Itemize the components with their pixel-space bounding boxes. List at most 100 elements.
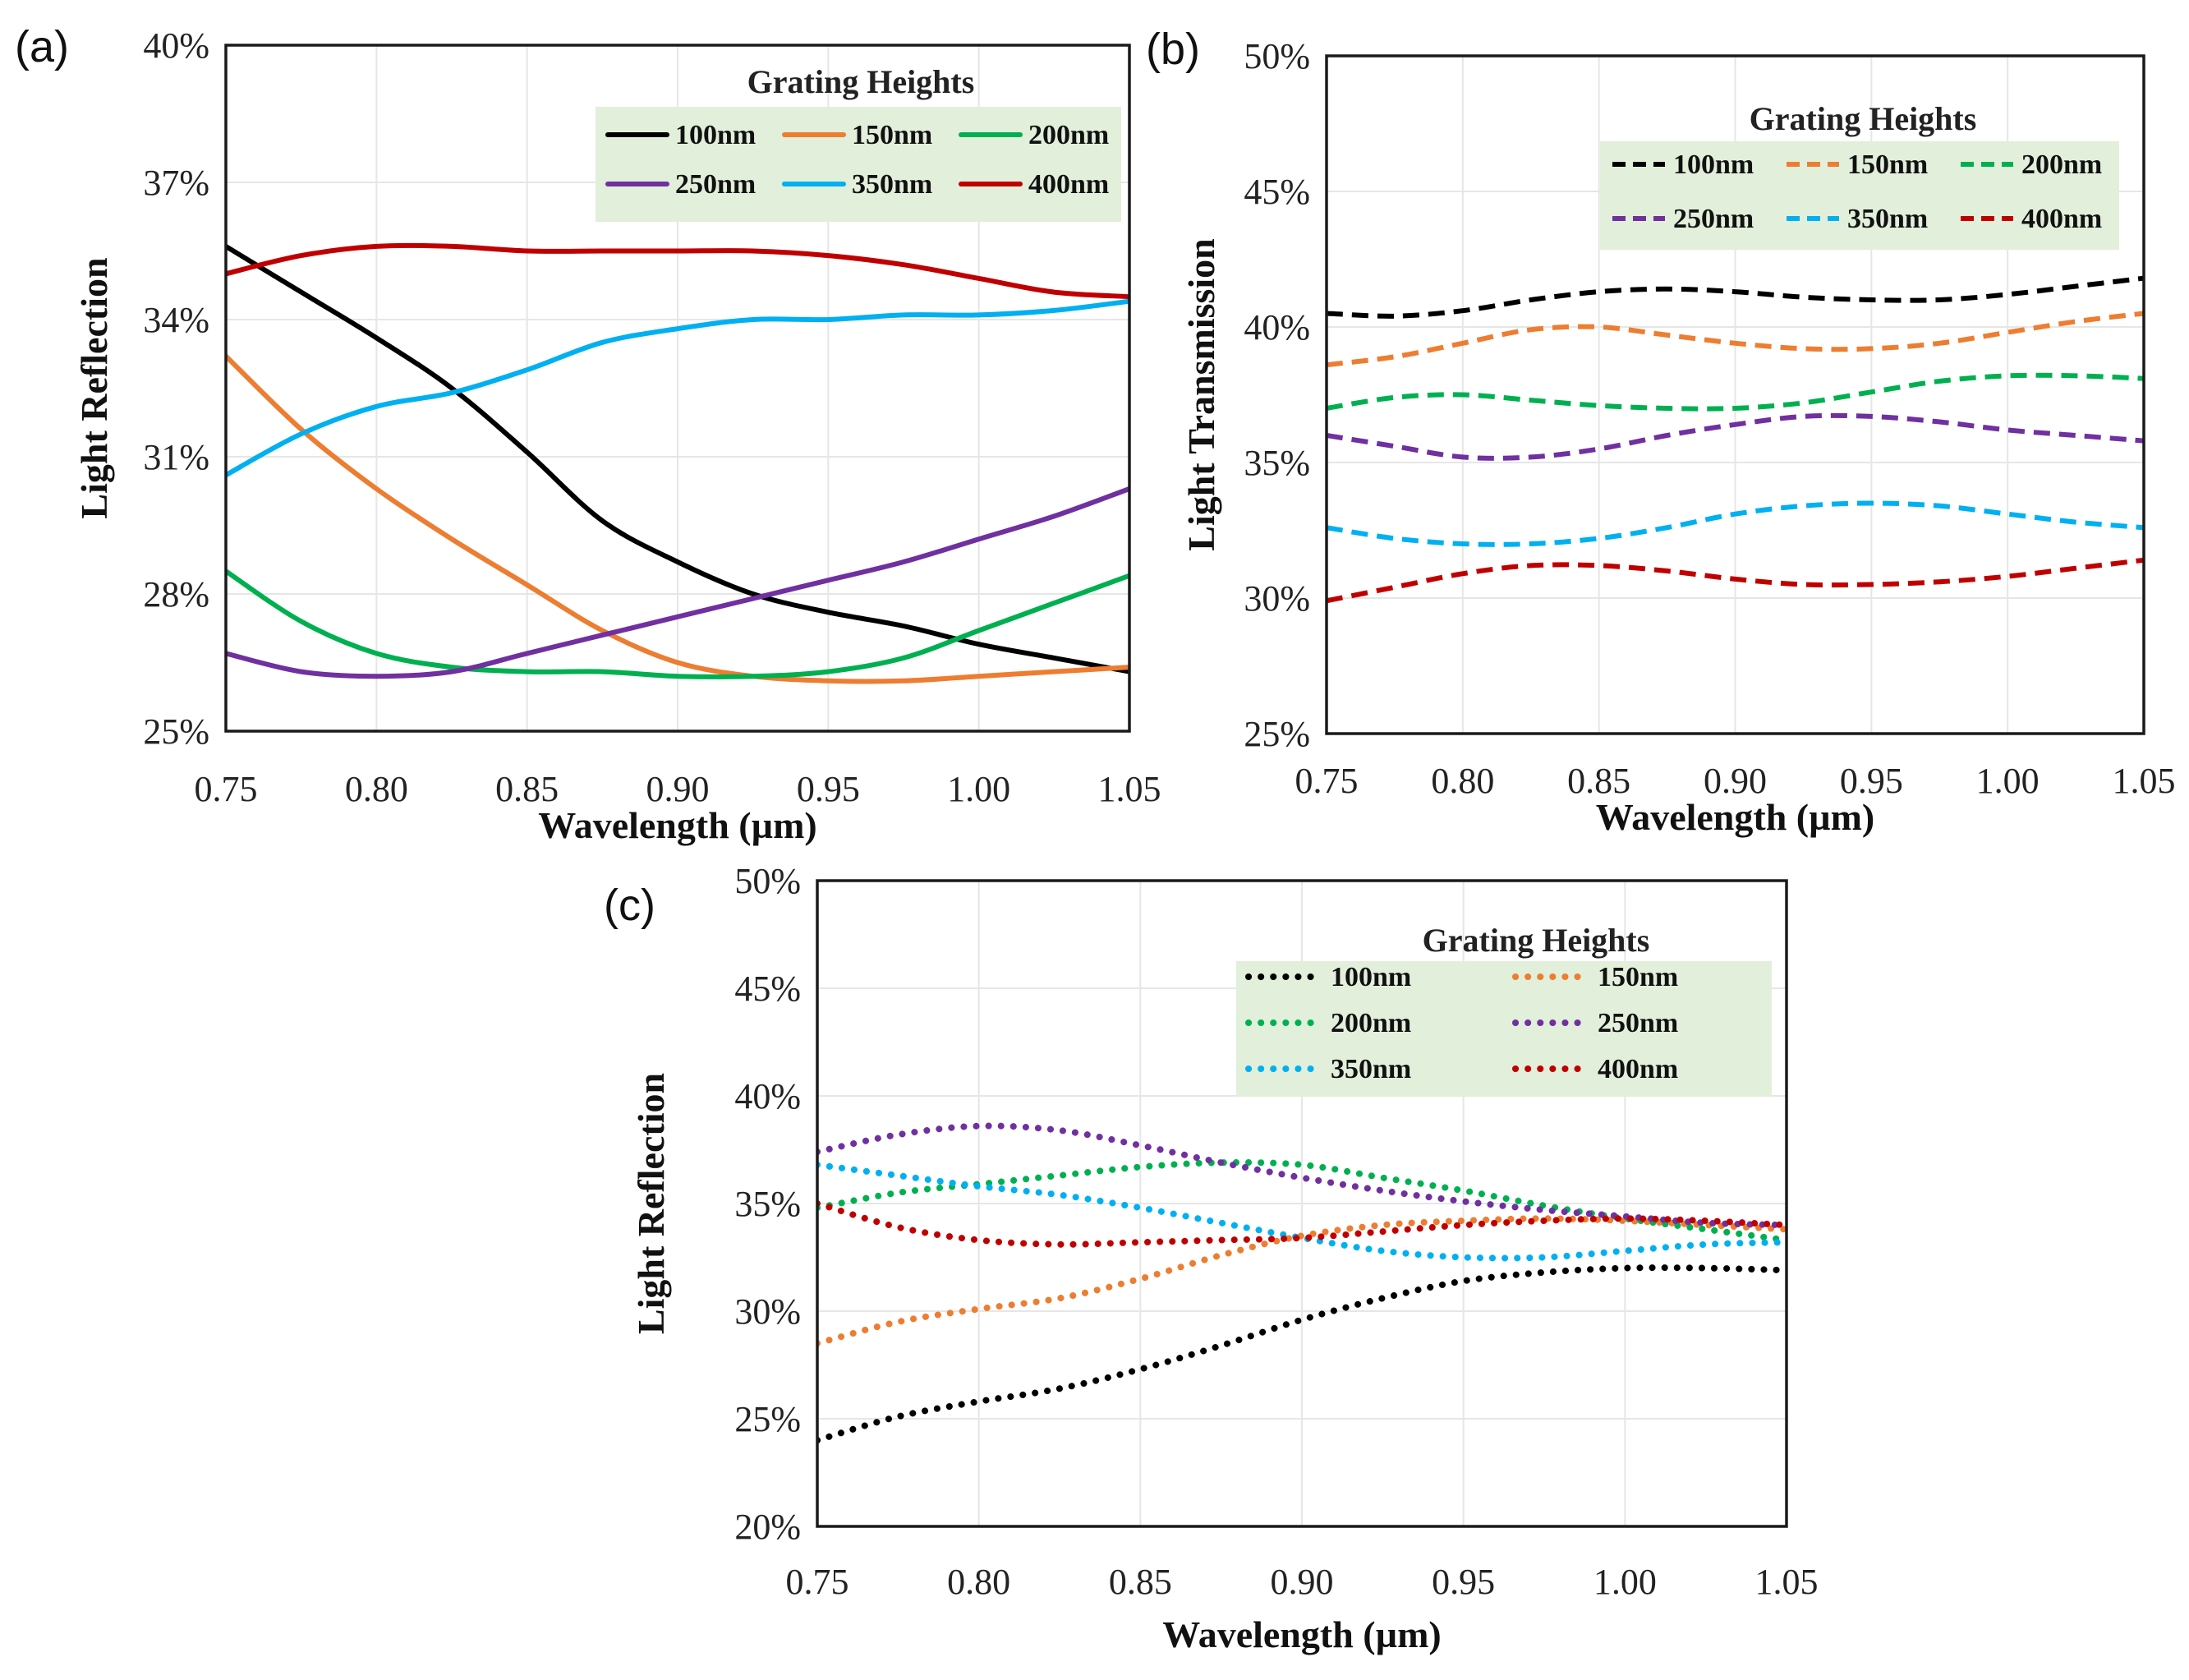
x-tick-label: 0.90	[646, 769, 710, 809]
legend-entry-150nm: 150nm	[852, 120, 932, 150]
x-axis-title: Wavelength (µm)	[538, 804, 817, 846]
panel-label: (b)	[1146, 25, 1200, 74]
series-line-400nm	[226, 242, 1129, 300]
series-line-350nm	[817, 1161, 1787, 1262]
plot-frame	[816, 879, 1788, 1528]
y-tick-label: 45%	[1244, 172, 1310, 212]
legend-entry-150nm: 150nm	[1598, 962, 1678, 992]
y-tick-label: 35%	[1244, 443, 1310, 483]
series-line-150nm	[226, 353, 1129, 684]
x-axis-title: Wavelength (µm)	[1596, 796, 1875, 838]
y-tick-label: 25%	[143, 711, 209, 752]
series-line-250nm	[817, 1122, 1787, 1229]
y-tick-label: 30%	[1244, 578, 1310, 619]
series-line-100nm	[1327, 275, 2144, 319]
y-tick-label: 40%	[734, 1076, 801, 1116]
series-line-150nm	[817, 1215, 1787, 1347]
legend-entry-400nm: 400nm	[1598, 1054, 1678, 1084]
x-tick-label: 1.00	[1593, 1562, 1657, 1602]
series-line-200nm	[1327, 372, 2144, 412]
x-tick-label: 0.85	[495, 769, 559, 809]
series-line-350nm	[1327, 500, 2144, 547]
legend: Grating Heights 100nm 150nm 200nm 250nm 350nm…	[1600, 100, 2119, 250]
x-tick-label: 0.80	[345, 769, 408, 809]
legend-background	[596, 107, 1121, 222]
series-group	[1327, 275, 2144, 604]
legend-entry-200nm: 200nm	[1331, 1008, 1411, 1038]
legend-title: Grating Heights	[1423, 922, 1650, 959]
y-tick-label: 37%	[143, 163, 209, 203]
x-tick-label: 0.80	[1431, 761, 1494, 801]
x-tick-label: 0.75	[1295, 761, 1359, 801]
series-line-400nm	[1327, 557, 2144, 604]
legend-entry-200nm: 200nm	[1028, 120, 1109, 150]
x-tick-label: 1.05	[1755, 1562, 1819, 1602]
y-axis-title: Light Reflection	[630, 1073, 672, 1334]
legend-entry-150nm: 150nm	[1847, 150, 1928, 180]
x-tick-label: 1.05	[1098, 769, 1161, 809]
panel-a: 0.75 0.80 0.85 0.90 0.95 1.00 1.05 25% 28% 31% 34%…	[15, 22, 1161, 846]
panel-b: 0.75 0.80 0.85 0.90 0.95 1.00 1.05 25% 30% 35% 40%…	[1146, 25, 2176, 838]
legend-entry-250nm: 250nm	[1598, 1008, 1678, 1038]
x-tick-label: 0.75	[195, 769, 258, 809]
x-tick-label: 0.80	[947, 1562, 1010, 1602]
y-tick-label: 25%	[1244, 714, 1310, 754]
y-tick-label: 30%	[734, 1291, 801, 1332]
x-tick-label: 0.95	[1840, 761, 1903, 801]
series-line-100nm	[226, 243, 1129, 674]
panel-label: (a)	[15, 22, 69, 71]
panel-c: 0.75 0.80 0.85 0.90 0.95 1.00 1.05 20% 25% 30% 35%…	[604, 861, 1819, 1655]
y-axis-title: Light Transmission	[1180, 238, 1222, 550]
y-axis-title: Light Reflection	[73, 257, 115, 518]
panel-label: (c)	[604, 881, 655, 930]
series-line-200nm	[226, 568, 1129, 679]
legend-entry-250nm: 250nm	[675, 169, 756, 200]
series-line-250nm	[1327, 412, 2144, 461]
legend: Grating Heights 100nm 150nm 200nm 250nm 350nm…	[1236, 922, 1772, 1097]
plot-frame	[1325, 54, 2145, 735]
series-line-250nm	[226, 486, 1129, 679]
series-group	[817, 1122, 1787, 1444]
legend-entry-100nm: 100nm	[1331, 962, 1411, 992]
legend-entry-100nm: 100nm	[1673, 150, 1754, 180]
legend-entry-400nm: 400nm	[2021, 204, 2102, 234]
legend-entry-350nm: 350nm	[1331, 1054, 1411, 1084]
y-tick-label: 40%	[1244, 307, 1310, 348]
y-tick-label: 25%	[734, 1399, 801, 1439]
y-tick-label: 45%	[734, 969, 801, 1009]
legend-entry-350nm: 350nm	[1847, 204, 1928, 234]
legend-entry-400nm: 400nm	[1028, 169, 1109, 200]
series-line-350nm	[226, 298, 1129, 478]
x-tick-label: 0.95	[1432, 1562, 1495, 1602]
x-tick-label: 0.85	[1567, 761, 1630, 801]
legend-background	[1600, 141, 2119, 250]
legend-entry-350nm: 350nm	[852, 169, 932, 200]
legend-entry-200nm: 200nm	[2021, 150, 2102, 180]
x-tick-label: 1.00	[947, 769, 1010, 809]
x-axis-title: Wavelength (µm)	[1162, 1613, 1442, 1655]
x-tick-label: 1.05	[2113, 761, 2176, 801]
series-line-150nm	[1327, 311, 2144, 368]
x-tick-label: 0.75	[786, 1562, 849, 1602]
y-tick-label: 50%	[734, 861, 801, 901]
x-tick-label: 0.90	[1704, 761, 1767, 801]
legend-title: Grating Heights	[747, 63, 975, 100]
legend-entry-250nm: 250nm	[1673, 204, 1754, 234]
y-tick-label: 34%	[143, 300, 209, 340]
x-tick-label: 0.85	[1109, 1562, 1172, 1602]
y-tick-label: 28%	[143, 574, 209, 614]
y-tick-label: 20%	[734, 1507, 801, 1547]
y-tick-label: 35%	[734, 1184, 801, 1224]
plot-frame	[224, 44, 1131, 733]
x-tick-label: 1.00	[1976, 761, 2040, 801]
y-tick-label: 40%	[143, 25, 209, 66]
series-line-100nm	[817, 1264, 1787, 1444]
x-tick-label: 0.90	[1271, 1562, 1334, 1602]
legend: Grating Heights 100nm 150nm 200nm 250nm 350nm…	[596, 63, 1121, 222]
legend-background	[1236, 961, 1772, 1097]
y-tick-label: 50%	[1244, 36, 1310, 76]
y-tick-label: 31%	[143, 437, 209, 477]
legend-title: Grating Heights	[1750, 100, 1977, 137]
series-group	[226, 242, 1129, 684]
